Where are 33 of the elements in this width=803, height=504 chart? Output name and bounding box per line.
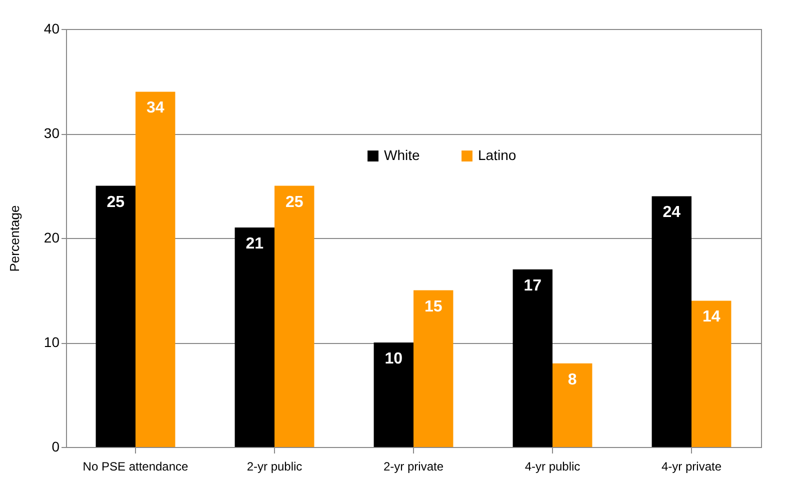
data-label: 25 — [285, 194, 304, 211]
bar — [552, 363, 592, 447]
data-label: 15 — [424, 298, 442, 316]
x-tick-label: 4-yr public — [524, 460, 580, 474]
data-label: 25 — [106, 194, 125, 211]
y-tick-label: 20 — [44, 230, 60, 246]
bar — [136, 92, 176, 447]
data-label: 8 — [568, 371, 577, 388]
bar — [692, 300, 732, 447]
data-label: 14 — [702, 308, 720, 326]
x-tick-label: 2-yr public — [246, 460, 302, 474]
data-label: 24 — [662, 204, 681, 222]
x-tick-label: 4-yr private — [661, 460, 722, 474]
data-label: 10 — [384, 350, 403, 368]
y-tick-label: 10 — [44, 334, 60, 350]
bar — [512, 269, 552, 447]
x-tick-label: 2-yr private — [383, 460, 444, 474]
y-tick-label: 40 — [44, 20, 60, 36]
data-label: 17 — [524, 277, 542, 294]
bar — [96, 186, 136, 447]
bar — [274, 186, 314, 447]
y-axis-title: Percentage — [6, 205, 22, 272]
y-tick-label: 30 — [44, 125, 60, 141]
bar — [652, 196, 692, 447]
bar — [414, 290, 454, 447]
x-tick-label: No PSE attendance — [82, 460, 189, 474]
data-label: 34 — [146, 100, 164, 117]
bar — [234, 228, 274, 447]
data-label: 21 — [246, 236, 264, 253]
y-tick-label: 0 — [52, 438, 60, 454]
legend-label: White — [384, 147, 420, 163]
legend-label: Latino — [478, 147, 516, 163]
bar — [374, 342, 414, 447]
